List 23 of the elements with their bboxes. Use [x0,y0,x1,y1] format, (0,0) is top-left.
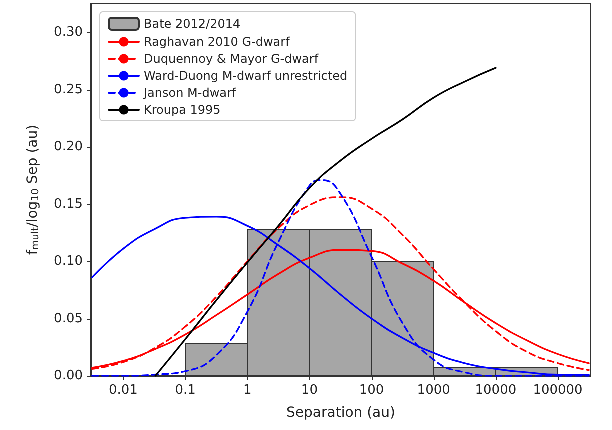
legend-label: Bate 2012/2014 [144,17,241,31]
legend-label: Janson M-dwarf [143,86,237,100]
x-axis-title: Separation (au) [286,405,396,421]
legend-label: Ward-Duong M-dwarf unrestricted [144,69,348,83]
x-tick-label: 10 [301,383,318,398]
x-tick-label: 10000 [475,383,517,398]
y-tick-label: 0.10 [54,254,83,270]
legend-label: Kroupa 1995 [144,103,221,117]
x-tick-label: 0.1 [175,383,196,398]
x-tick-label: 1 [243,383,252,398]
x-tick-label: 1000 [417,383,450,398]
x-tick-label: 100 [359,383,384,398]
y-tick-label: 0.00 [54,368,83,384]
y-tick-label: 0.05 [54,311,83,326]
x-tick-label: 100000 [533,383,583,398]
y-tick-label: 0.15 [54,196,83,212]
x-tick-label: 0.01 [108,383,138,398]
legend-label: Raghavan 2010 G-dwarf [144,35,291,49]
y-axis-title: fmult/log10 Sep (au) [25,124,42,256]
y-tick-label: 0.20 [54,140,83,155]
y-tick-label: 0.25 [54,82,83,98]
legend-label: Duquennoy & Mayor G-dwarf [144,52,320,66]
y-tick-label: 0.30 [54,25,83,40]
